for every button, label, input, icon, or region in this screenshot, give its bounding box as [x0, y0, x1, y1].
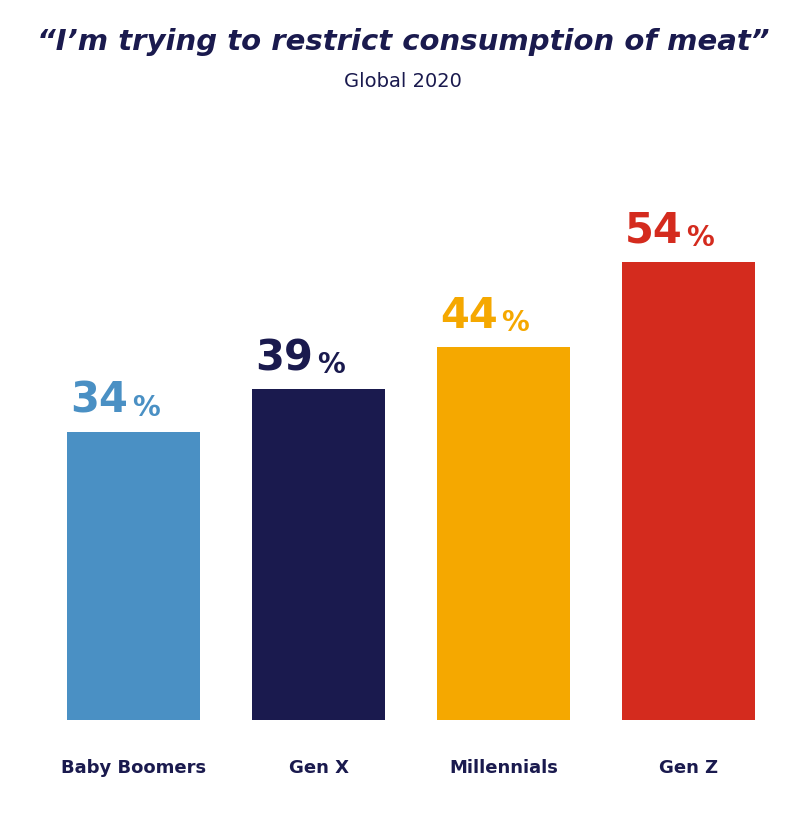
Text: 44: 44 [440, 295, 498, 337]
Bar [252, 389, 385, 720]
Text: “I’m trying to restrict consumption of meat”: “I’m trying to restrict consumption of m… [37, 28, 769, 56]
Bar [621, 262, 754, 720]
Text: Gen Z: Gen Z [659, 759, 718, 777]
Text: %: % [501, 309, 530, 337]
Text: %: % [687, 224, 714, 252]
Text: 39: 39 [256, 337, 313, 379]
Bar [437, 347, 570, 720]
Bar [68, 431, 201, 720]
Text: Gen X: Gen X [289, 759, 349, 777]
Text: 34: 34 [70, 379, 128, 422]
Text: Baby Boomers: Baby Boomers [61, 759, 206, 777]
Text: Millennials: Millennials [449, 759, 558, 777]
Text: 54: 54 [625, 210, 683, 252]
Text: Global 2020: Global 2020 [344, 72, 462, 90]
Text: %: % [132, 394, 160, 422]
Text: %: % [317, 351, 345, 379]
